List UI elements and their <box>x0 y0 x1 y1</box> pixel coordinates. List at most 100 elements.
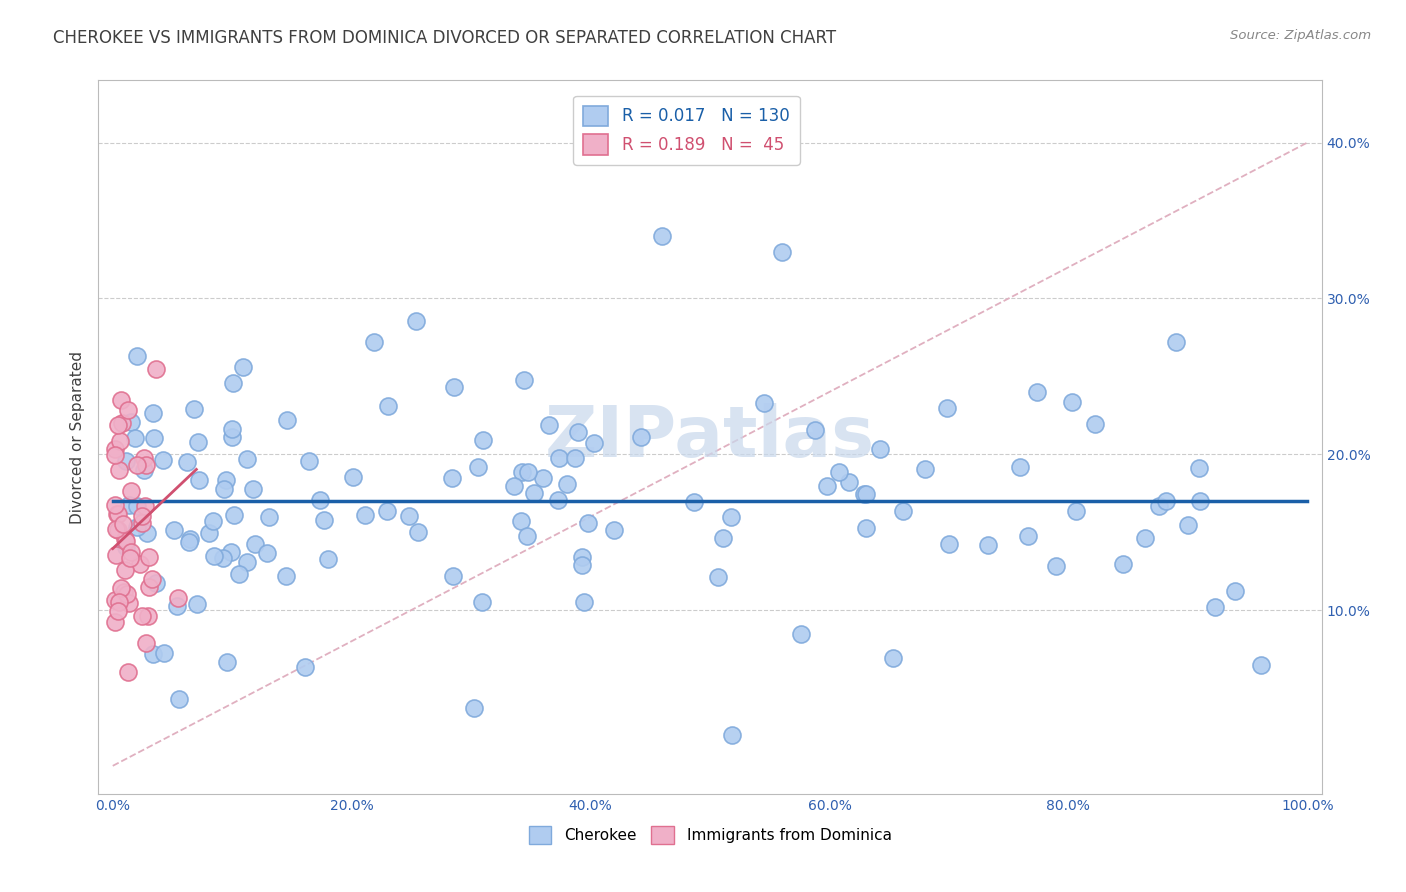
Point <box>882 650 904 665</box>
Point <box>443 380 465 394</box>
Point <box>276 413 298 427</box>
Point <box>354 508 377 522</box>
Y-axis label: Divorced or Separated: Divorced or Separated <box>70 351 86 524</box>
Point <box>441 569 464 583</box>
Point <box>141 647 163 661</box>
Point <box>398 508 420 523</box>
Point <box>259 510 281 524</box>
Point <box>132 463 155 477</box>
Point <box>547 493 569 508</box>
Point <box>188 473 211 487</box>
Point <box>117 402 139 417</box>
Point <box>117 597 139 611</box>
Point <box>893 504 915 518</box>
Point <box>138 549 160 564</box>
Point <box>804 423 827 437</box>
Point <box>152 452 174 467</box>
Point <box>564 451 586 466</box>
Point <box>134 450 156 465</box>
Point <box>1188 461 1211 475</box>
Point <box>228 566 250 581</box>
Point <box>179 532 201 546</box>
Point <box>108 463 131 477</box>
Point <box>131 509 153 524</box>
Point <box>467 460 489 475</box>
Point <box>222 376 245 390</box>
Point <box>202 514 225 528</box>
Point <box>509 515 531 529</box>
Point <box>115 587 138 601</box>
Point <box>135 526 157 541</box>
Point <box>1204 600 1226 615</box>
Point <box>120 544 142 558</box>
Point <box>557 476 579 491</box>
Point <box>1135 531 1157 545</box>
Point <box>707 569 730 583</box>
Point <box>111 416 134 430</box>
Point <box>242 482 264 496</box>
Point <box>120 415 142 429</box>
Point <box>107 507 129 521</box>
Point <box>114 540 136 554</box>
Point <box>142 407 165 421</box>
Point <box>232 360 254 375</box>
Point <box>163 523 186 537</box>
Point <box>243 537 266 551</box>
Point <box>145 361 167 376</box>
Point <box>167 692 190 706</box>
Text: CHEROKEE VS IMMIGRANTS FROM DOMINICA DIVORCED OR SEPARATED CORRELATION CHART: CHEROKEE VS IMMIGRANTS FROM DOMINICA DIV… <box>53 29 837 46</box>
Point <box>855 486 877 500</box>
Point <box>117 665 139 680</box>
Point <box>127 458 149 472</box>
Point <box>1064 504 1087 518</box>
Point <box>567 425 589 439</box>
Point <box>828 465 851 479</box>
Point <box>377 399 399 413</box>
Point <box>120 483 142 498</box>
Legend: Cherokee, Immigrants from Dominica: Cherokee, Immigrants from Dominica <box>523 820 897 850</box>
Point <box>104 498 127 512</box>
Point <box>1045 558 1067 573</box>
Point <box>938 537 960 551</box>
Point <box>176 455 198 469</box>
Point <box>222 508 245 523</box>
Point <box>1060 395 1083 409</box>
Point <box>104 448 127 462</box>
Point <box>1250 658 1272 673</box>
Point <box>770 244 793 259</box>
Point <box>298 453 321 467</box>
Point <box>128 557 150 571</box>
Point <box>256 546 278 560</box>
Point <box>105 548 128 562</box>
Point <box>977 538 1000 552</box>
Point <box>107 605 129 619</box>
Point <box>790 627 813 641</box>
Point <box>294 660 316 674</box>
Point <box>136 609 159 624</box>
Point <box>571 549 593 564</box>
Point <box>134 500 156 514</box>
Point <box>548 451 571 466</box>
Point <box>167 591 190 605</box>
Point <box>914 462 936 476</box>
Point <box>682 495 704 509</box>
Point <box>221 422 243 436</box>
Point <box>405 314 427 328</box>
Point <box>104 615 127 629</box>
Point <box>572 595 595 609</box>
Point <box>219 545 242 559</box>
Point <box>153 646 176 660</box>
Point <box>711 531 734 545</box>
Point <box>935 401 957 415</box>
Point <box>125 500 148 514</box>
Point <box>510 465 533 479</box>
Point <box>1010 459 1032 474</box>
Point <box>869 442 891 456</box>
Point <box>177 535 200 549</box>
Point <box>1084 417 1107 431</box>
Point <box>472 433 495 447</box>
Point <box>114 454 136 468</box>
Point <box>720 510 742 524</box>
Point <box>127 520 149 534</box>
Point <box>110 392 132 407</box>
